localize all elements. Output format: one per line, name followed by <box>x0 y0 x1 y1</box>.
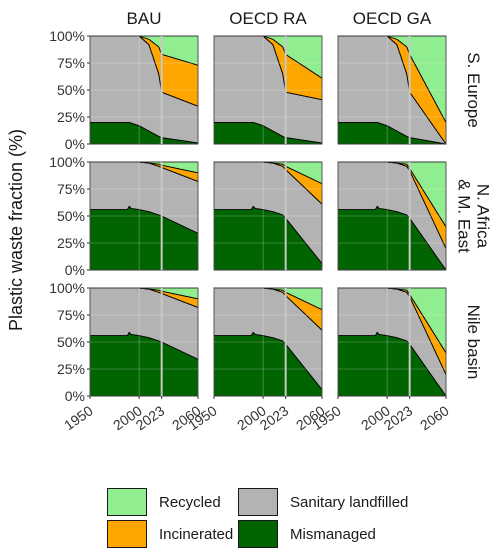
row-label-line: & M. East <box>455 179 474 253</box>
row-label-1: S. Europe <box>464 52 483 128</box>
y-tick-label: 75% <box>57 307 85 323</box>
legend-item-recycled: Recycled <box>107 488 221 516</box>
y-tick-label: 0% <box>65 388 85 404</box>
column-label-oecd-ga: OECD GA <box>353 9 432 28</box>
row-label-line: S. Europe <box>464 52 483 128</box>
x-tick-label: 1950 <box>61 402 96 433</box>
panel-r1-c1 <box>90 36 198 144</box>
legend-swatch-recycled <box>107 488 147 516</box>
legend-swatch-incinerated <box>107 520 147 548</box>
y-tick-label: 25% <box>57 361 85 377</box>
y-tick-label: 50% <box>57 334 85 350</box>
y-tick-label: 0% <box>65 136 85 152</box>
panel-r1-c2 <box>214 36 322 144</box>
column-label-bau: BAU <box>127 9 162 28</box>
y-tick-label: 100% <box>49 154 85 170</box>
legend-item-mismanaged: Mismanaged <box>238 520 376 548</box>
y-axis-title: Plastic waste fraction (%) <box>6 129 26 331</box>
panel-r2-c1 <box>90 162 198 270</box>
panel-r2-c2 <box>214 162 322 270</box>
legend-label-landfilled: Sanitary landfilled <box>290 494 408 511</box>
column-label-oecd-ra: OECD RA <box>229 9 307 28</box>
y-tick-label: 100% <box>49 28 85 44</box>
row-label-line: N. Africa <box>474 184 493 249</box>
y-tick-label: 75% <box>57 181 85 197</box>
row-label-line: Nile basin <box>464 305 483 380</box>
legend-swatch-landfilled <box>238 488 278 516</box>
y-tick-label: 25% <box>57 109 85 125</box>
row-label-3: Nile basin <box>464 305 483 380</box>
y-tick-label: 50% <box>57 208 85 224</box>
faceted-area-chart: BAU OECD RA OECD GA S. Europe N. Africa& M. … <box>0 0 500 478</box>
y-tick-label: 50% <box>57 82 85 98</box>
y-tick-label: 0% <box>65 262 85 278</box>
panel-r3-c1 <box>90 288 198 396</box>
legend-label-recycled: Recycled <box>159 494 221 511</box>
row-label-2: N. Africa& M. East <box>455 179 493 253</box>
y-tick-label: 25% <box>57 235 85 251</box>
legend-label-incinerated: Incinerated <box>159 526 233 543</box>
legend-swatch-mismanaged <box>238 520 278 548</box>
panel-r3-c2 <box>214 288 322 396</box>
legend-label-mismanaged: Mismanaged <box>290 526 376 543</box>
panel-r2-c3 <box>338 162 446 270</box>
legend-item-landfilled: Sanitary landfilled <box>238 488 408 516</box>
x-tick-label: 2060 <box>417 402 452 433</box>
y-tick-label: 75% <box>57 55 85 71</box>
panel-r1-c3 <box>338 36 446 144</box>
y-tick-label: 100% <box>49 280 85 296</box>
legend: Recycled Sanitary landfilled Incinerated… <box>0 478 500 553</box>
panel-r3-c3 <box>338 288 446 396</box>
legend-item-incinerated: Incinerated <box>107 520 233 548</box>
